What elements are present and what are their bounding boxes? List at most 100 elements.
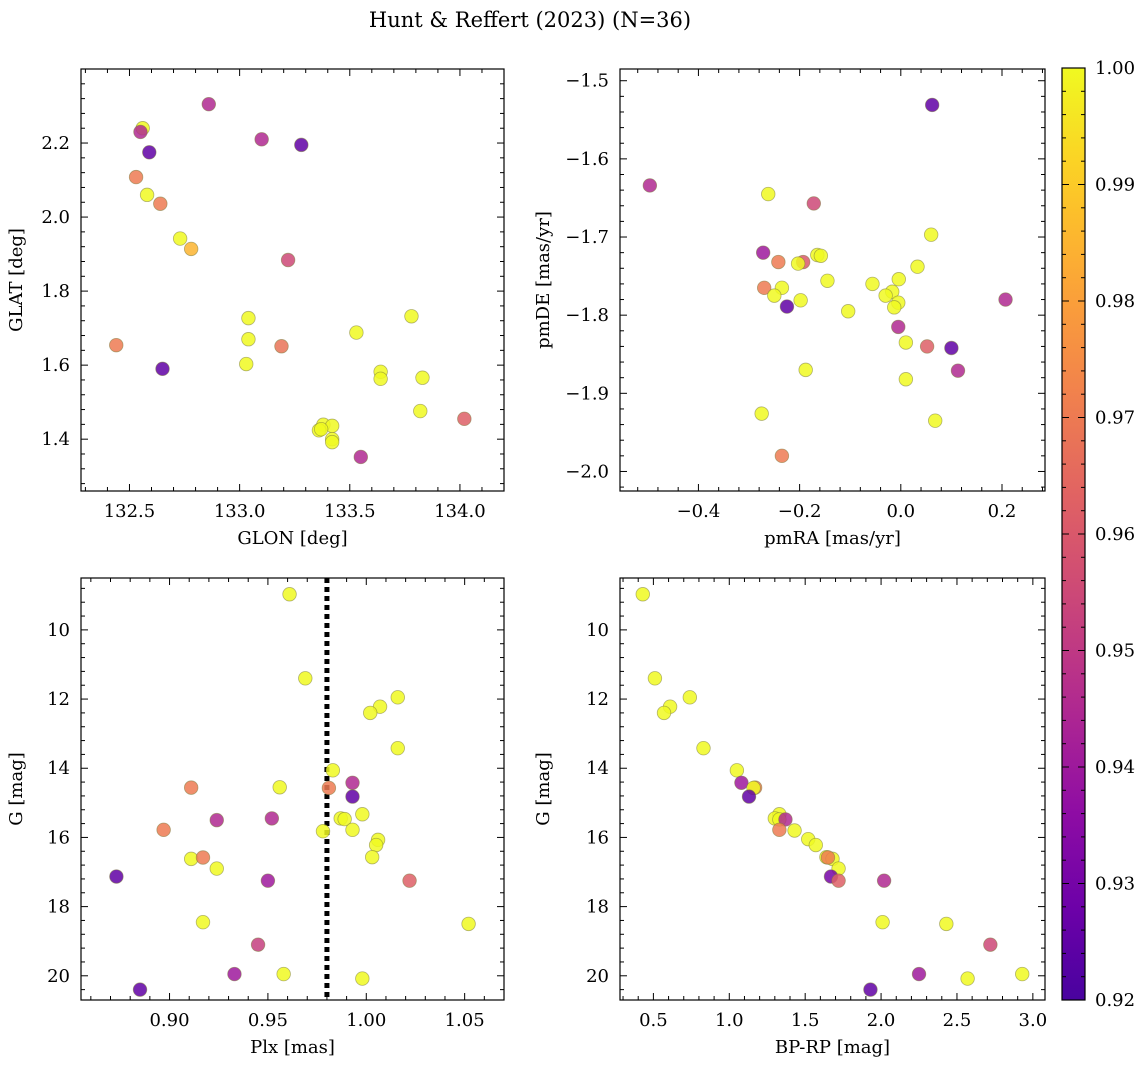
data-point — [241, 310, 256, 326]
data-point — [771, 254, 786, 270]
axes-frame — [619, 68, 1046, 492]
x-axis-label: Plx [mas] — [250, 1037, 335, 1058]
x-axis-label: pmRA [mas/yr] — [764, 528, 901, 549]
data-point — [153, 196, 168, 211]
data-point — [635, 587, 650, 602]
colorbar-tick-label: 0.93 — [1095, 874, 1135, 895]
panel-2: −0.4 −0.2 0.0 0.2 −2.0 −1.9 −1.8 −1.7 −1.6 −1.5 pm… — [533, 68, 1046, 549]
y-tick-label: 1.4 — [41, 429, 70, 450]
data-point — [806, 196, 821, 211]
data-point — [156, 822, 171, 838]
axes-frame — [80, 68, 505, 492]
data-point — [139, 187, 155, 203]
colorbar-tick-label: 0.92 — [1095, 990, 1135, 1011]
y-tick-label: 14 — [586, 758, 609, 779]
data-point — [457, 411, 472, 427]
x-tick-label: 1.05 — [445, 1010, 485, 1031]
colorbar-tick-label: 0.99 — [1095, 175, 1135, 196]
data-point — [878, 288, 893, 303]
data-point — [761, 186, 776, 202]
data-point — [355, 807, 370, 822]
y-tick-label: 18 — [47, 897, 70, 918]
data-point — [983, 937, 998, 952]
data-point — [128, 169, 144, 185]
x-tick-label: 0.5 — [639, 1010, 668, 1031]
data-point — [183, 780, 199, 795]
data-point — [898, 372, 914, 387]
scatter-points — [642, 97, 1013, 464]
x-tick-label: 2.5 — [943, 1010, 972, 1031]
data-point — [756, 280, 772, 296]
data-point — [928, 413, 943, 428]
x-tick-label: 133.5 — [324, 501, 376, 522]
data-point — [741, 789, 757, 804]
x-tick-label: −0.2 — [778, 501, 822, 522]
x-tick-label: 3.0 — [1019, 1010, 1048, 1031]
data-point — [254, 132, 269, 147]
data-point — [820, 273, 835, 288]
x-tick-label: −0.4 — [677, 501, 721, 522]
x-tick-label: 2.0 — [867, 1010, 896, 1031]
data-point — [282, 587, 297, 602]
data-point — [264, 811, 280, 826]
data-point — [919, 339, 935, 354]
data-point — [315, 824, 331, 839]
data-point — [209, 812, 224, 828]
y-tick-label: 10 — [586, 620, 609, 641]
data-point — [368, 837, 384, 853]
data-point — [241, 332, 256, 347]
data-point — [132, 982, 148, 997]
scatter-points — [109, 96, 472, 465]
data-point — [274, 339, 289, 354]
data-point — [779, 299, 795, 314]
y-tick-label: 20 — [47, 966, 70, 987]
data-point — [787, 823, 802, 838]
data-point — [950, 363, 966, 378]
y-axis-label: G [mag] — [533, 752, 554, 825]
data-point — [790, 256, 806, 271]
data-point — [109, 337, 124, 353]
scatter-points — [635, 587, 1030, 997]
data-point — [239, 356, 254, 372]
panel-3: 0.90 0.95 1.00 1.05 10 12 14 16 18 20 Plx [mas] G [… — [6, 577, 505, 1058]
data-point — [298, 671, 313, 686]
data-point — [891, 272, 906, 287]
data-point — [865, 276, 880, 292]
data-point — [201, 96, 216, 112]
data-point — [390, 690, 405, 705]
data-point — [260, 873, 276, 888]
data-point — [355, 971, 370, 986]
data-point — [195, 850, 211, 865]
data-point — [345, 789, 360, 804]
data-point — [195, 914, 211, 930]
data-point — [272, 780, 287, 795]
data-point — [337, 811, 352, 827]
colorbar-tick-label: 0.97 — [1095, 408, 1135, 429]
data-point — [772, 822, 787, 838]
data-point — [998, 292, 1013, 307]
data-point — [363, 705, 378, 721]
y-tick-label: −1.6 — [565, 149, 609, 170]
y-tick-label: 1.6 — [41, 355, 70, 376]
y-tick-label: 1.8 — [41, 281, 70, 302]
y-axis-label: pmDE [mas/yr] — [533, 211, 554, 349]
data-point — [321, 780, 337, 796]
data-point — [734, 775, 749, 790]
data-point — [813, 248, 829, 263]
data-point — [415, 370, 430, 385]
data-point — [353, 449, 368, 465]
colorbar-tick-label: 0.96 — [1095, 524, 1135, 545]
x-tick-label: 134.0 — [434, 501, 486, 522]
data-point — [142, 145, 157, 160]
data-point — [891, 319, 906, 335]
x-tick-label: 1.5 — [791, 1010, 820, 1031]
data-point — [172, 231, 188, 246]
data-point — [133, 124, 148, 140]
y-tick-label: 2.0 — [41, 207, 70, 228]
colorbar-tick-label: 0.98 — [1095, 291, 1135, 312]
figure-title: Hunt & Reffert (2023) (N=36) — [369, 8, 691, 32]
y-tick-label: 16 — [47, 827, 70, 848]
data-point — [656, 705, 672, 721]
